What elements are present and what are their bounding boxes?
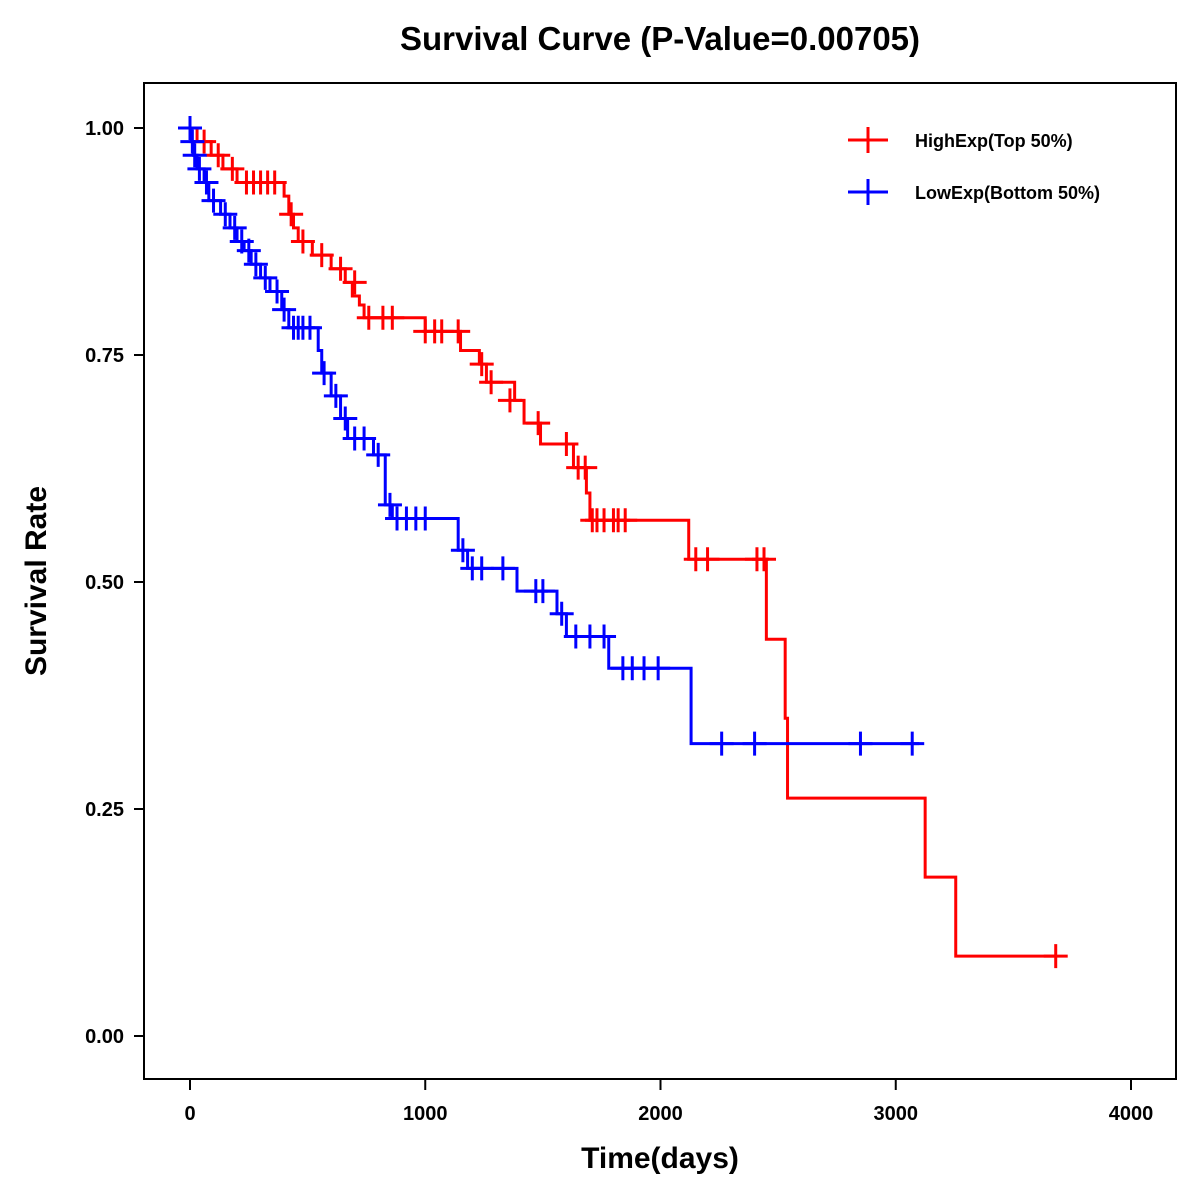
censor-mark — [742, 731, 767, 756]
legend-label: HighExp(Top 50%) — [915, 131, 1073, 151]
censor-mark — [342, 270, 367, 295]
y-axis: 0.00 0.25 0.50 0.75 1.00 — [85, 118, 144, 1048]
censor-mark — [279, 202, 304, 227]
censor-mark — [526, 411, 551, 436]
censor-mark — [446, 319, 471, 344]
censor-mark — [848, 731, 873, 756]
censor-mark — [592, 624, 617, 649]
censor-mark — [187, 156, 212, 181]
survival-step-line — [189, 126, 920, 746]
censor-mark — [469, 352, 494, 377]
legend-label: LowExp(Bottom 50%) — [915, 183, 1100, 203]
censor-mark — [366, 442, 391, 467]
censor-mark — [178, 116, 202, 140]
censor-mark — [709, 731, 734, 756]
censor-mark — [272, 297, 297, 322]
censor-mark — [265, 279, 290, 304]
series-high-exp — [178, 116, 1068, 969]
legend-item: HighExp(Top 50%) — [848, 127, 1073, 153]
censor-mark — [328, 256, 353, 281]
y-tick-label: 0.75 — [85, 345, 124, 367]
x-tick-label: 4000 — [1109, 1103, 1154, 1125]
censor-mark — [752, 547, 777, 572]
censor-mark — [450, 538, 475, 563]
y-tick-label: 0.00 — [85, 1026, 124, 1048]
censor-mark — [900, 731, 925, 756]
censor-mark — [377, 492, 402, 517]
censor-mark — [262, 170, 287, 195]
censor-mark — [380, 305, 405, 330]
y-tick-label: 0.50 — [85, 572, 124, 594]
censor-mark — [549, 601, 574, 626]
y-tick-label: 1.00 — [85, 118, 124, 140]
x-tick-label: 2000 — [638, 1103, 683, 1125]
x-tick-label: 0 — [184, 1103, 195, 1125]
censor-mark — [469, 556, 494, 581]
censor-mark — [253, 265, 278, 290]
censor-mark — [646, 656, 671, 681]
censor-mark — [213, 202, 238, 227]
x-tick-label: 1000 — [403, 1103, 448, 1125]
censor-mark — [290, 229, 315, 254]
censor-mark — [206, 143, 231, 168]
x-axis-title: Time(days) — [581, 1142, 739, 1175]
censor-mark — [222, 215, 247, 240]
y-tick-label: 0.25 — [85, 799, 124, 821]
legend-cross-icon — [848, 179, 888, 205]
censor-mark — [352, 426, 377, 451]
series-layer — [178, 116, 1068, 969]
censor-mark — [530, 579, 555, 604]
y-axis-title: Survival Rate — [20, 486, 53, 676]
x-tick-label: 3000 — [874, 1103, 919, 1125]
censor-mark — [490, 556, 515, 581]
censor-mark — [695, 547, 720, 572]
censor-mark — [194, 170, 219, 195]
series-low-exp — [178, 116, 925, 756]
censor-mark — [309, 243, 334, 268]
censor-mark — [312, 361, 337, 386]
chart-title: Survival Curve (P-Value=0.00705) — [400, 20, 920, 57]
censor-mark — [573, 455, 598, 480]
censor-mark — [554, 431, 579, 456]
censor-mark — [479, 370, 504, 395]
censor-mark — [182, 143, 207, 168]
censor-mark — [497, 388, 522, 413]
censor-mark — [243, 252, 268, 277]
legend-cross-icon — [848, 127, 888, 153]
censor-mark — [220, 156, 245, 181]
censor-mark — [333, 406, 358, 431]
censor-mark — [613, 508, 638, 533]
survival-step-line — [190, 126, 1056, 958]
legend-item: LowExp(Bottom 50%) — [848, 179, 1100, 205]
censor-mark — [297, 315, 322, 340]
censor-mark — [1043, 944, 1068, 969]
censor-mark — [323, 383, 348, 408]
legend: HighExp(Top 50%) LowExp(Bottom 50%) — [848, 127, 1100, 205]
censor-mark — [236, 238, 261, 263]
x-axis: 0 1000 2000 3000 4000 — [184, 1080, 1153, 1125]
censor-mark — [201, 188, 226, 213]
censor-mark — [413, 506, 438, 531]
censor-mark — [180, 129, 205, 154]
